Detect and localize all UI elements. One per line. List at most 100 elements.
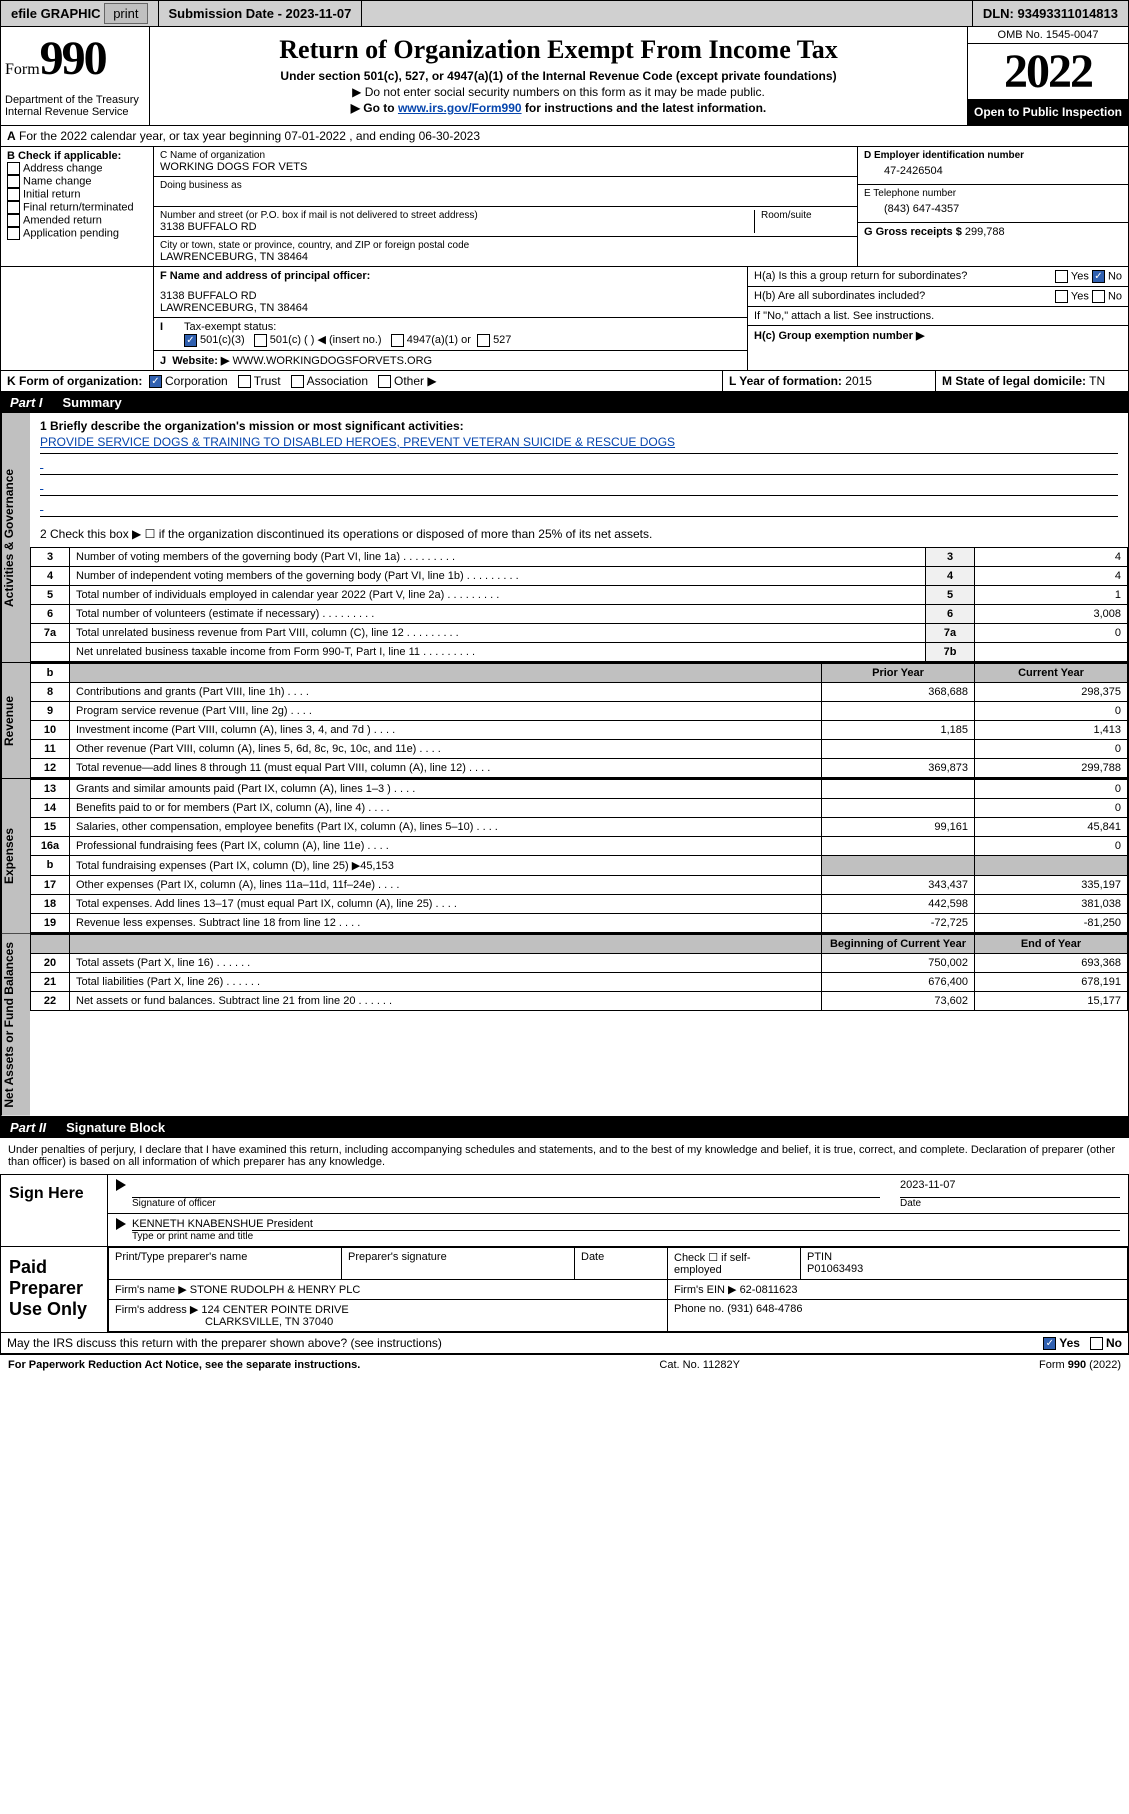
tab-netassets: Net Assets or Fund Balances — [1, 934, 30, 1116]
g-label: G Gross receipts $ — [864, 226, 962, 238]
e-label: E Telephone number — [864, 188, 1122, 199]
tax-year: 2022 — [968, 44, 1128, 99]
ha-yes[interactable] — [1055, 270, 1068, 283]
firm-ein: 62-0811623 — [740, 1284, 798, 1296]
ptin: P01063493 — [807, 1263, 863, 1275]
i-label: Tax-exempt status: — [184, 321, 276, 333]
sign-here-label: Sign Here — [1, 1175, 107, 1246]
signature-block: Sign Here Signature of officer 2023-11-0… — [0, 1175, 1129, 1333]
hb-no[interactable] — [1092, 290, 1105, 303]
mission-text: PROVIDE SERVICE DOGS & TRAINING TO DISAB… — [40, 433, 1118, 454]
subtitle-1: Under section 501(c), 527, or 4947(a)(1)… — [154, 69, 963, 83]
b-opt-address[interactable]: Address change — [7, 162, 147, 175]
omb-number: OMB No. 1545-0047 — [968, 27, 1128, 44]
b-opt-amended[interactable]: Amended return — [7, 214, 147, 227]
i-4947-check[interactable] — [391, 334, 404, 347]
d-label: D Employer identification number — [864, 150, 1122, 161]
tab-expenses: Expenses — [1, 779, 30, 933]
b-header: B Check if applicable: — [7, 150, 121, 162]
i-501c-check[interactable] — [254, 334, 267, 347]
telephone: (843) 647-4357 — [864, 199, 1122, 219]
section-governance: Activities & Governance 1 Briefly descri… — [0, 413, 1129, 663]
block-fh: F Name and address of principal officer:… — [0, 267, 1129, 371]
efile-label: efile GRAPHIC print — [1, 1, 159, 26]
form-title: Return of Organization Exempt From Incom… — [154, 35, 963, 65]
b-opt-initial[interactable]: Initial return — [7, 188, 147, 201]
dba-label: Doing business as — [160, 180, 851, 191]
city-label: City or town, state or province, country… — [160, 240, 851, 251]
line-2: 2 Check this box ▶ ☐ if the organization… — [40, 527, 1118, 541]
k-trust[interactable] — [238, 375, 251, 388]
state-domicile: TN — [1089, 374, 1105, 388]
firm-addr2: CLARKSVILLE, TN 37040 — [205, 1316, 333, 1328]
tab-revenue: Revenue — [1, 663, 30, 778]
expenses-table: 13Grants and similar amounts paid (Part … — [30, 779, 1128, 933]
preparer-table: Print/Type preparer's name Preparer's si… — [108, 1247, 1128, 1332]
city-state-zip: LAWRENCEBURG, TN 38464 — [160, 251, 851, 263]
ha-question: H(a) Is this a group return for subordin… — [754, 270, 1055, 283]
discuss-row: May the IRS discuss this return with the… — [0, 1333, 1129, 1354]
ein: 47-2426504 — [864, 161, 1122, 181]
part-ii-intro: Under penalties of perjury, I declare th… — [0, 1138, 1129, 1175]
department-line: Department of the Treasury Internal Reve… — [5, 86, 145, 118]
hb-question: H(b) Are all subordinates included? — [754, 290, 1055, 303]
date-label: Date — [900, 1198, 1120, 1209]
officer-addr2: LAWRENCEBURG, TN 38464 — [160, 302, 741, 314]
b-opt-pending[interactable]: Application pending — [7, 227, 147, 240]
k-other[interactable] — [378, 375, 391, 388]
street-address: 3138 BUFFALO RD — [160, 221, 754, 233]
footer-left: For Paperwork Reduction Act Notice, see … — [8, 1359, 360, 1371]
form-header: Form990 Department of the Treasury Inter… — [0, 27, 1129, 126]
netassets-table: Beginning of Current YearEnd of Year20To… — [30, 934, 1128, 1011]
paid-preparer-label: Paid Preparer Use Only — [1, 1247, 107, 1332]
f-label: F Name and address of principal officer: — [160, 270, 741, 282]
irs-link[interactable]: www.irs.gov/Form990 — [398, 101, 522, 115]
section-expenses: Expenses 13Grants and similar amounts pa… — [0, 779, 1129, 934]
sig-officer-label: Signature of officer — [132, 1198, 880, 1209]
gross-receipts: 299,788 — [965, 226, 1005, 238]
subtitle-2: ▶ Do not enter social security numbers o… — [154, 85, 963, 99]
hc-line: H(c) Group exemption number ▶ — [748, 326, 1128, 345]
org-name: WORKING DOGS FOR VETS — [160, 161, 851, 173]
block-bcdeg: B Check if applicable: Address change Na… — [0, 147, 1129, 267]
dln: DLN: 93493311014813 — [972, 1, 1128, 26]
m-label: M State of legal domicile: — [942, 374, 1086, 388]
top-bar: efile GRAPHIC print Submission Date - 20… — [0, 0, 1129, 27]
pointer-icon — [116, 1218, 126, 1230]
hb-note: If "No," attach a list. See instructions… — [748, 307, 1128, 326]
footer: For Paperwork Reduction Act Notice, see … — [0, 1354, 1129, 1375]
footer-right: Form 990 (2022) — [1039, 1359, 1121, 1371]
part-i-header: Part ISummary — [0, 392, 1129, 413]
block-klm: K Form of organization: Corporation Trus… — [0, 371, 1129, 392]
discuss-yes[interactable] — [1043, 1337, 1056, 1350]
officer-addr1: 3138 BUFFALO RD — [160, 290, 741, 302]
part-ii-header: Part IISignature Block — [0, 1117, 1129, 1138]
tab-governance: Activities & Governance — [1, 413, 30, 662]
i-527-check[interactable] — [477, 334, 490, 347]
i-501c3-check[interactable] — [184, 334, 197, 347]
footer-mid: Cat. No. 11282Y — [659, 1359, 740, 1371]
c-label: C Name of organization — [160, 150, 851, 161]
section-revenue: Revenue bPrior YearCurrent Year8Contribu… — [0, 663, 1129, 779]
ha-no[interactable] — [1092, 270, 1105, 283]
subtitle-3: ▶ Go to www.irs.gov/Form990 for instruct… — [154, 101, 963, 115]
section-netassets: Net Assets or Fund Balances Beginning of… — [0, 934, 1129, 1117]
sign-date: 2023-11-07 — [900, 1179, 1120, 1198]
b-opt-final[interactable]: Final return/terminated — [7, 201, 147, 214]
year-formation: 2015 — [845, 374, 872, 388]
k-label: K Form of organization: — [7, 374, 142, 388]
governance-table: 3Number of voting members of the governi… — [30, 547, 1128, 662]
b-opt-name[interactable]: Name change — [7, 175, 147, 188]
hb-yes[interactable] — [1055, 290, 1068, 303]
firm-phone: (931) 648-4786 — [727, 1303, 802, 1315]
addr-label: Number and street (or P.O. box if mail i… — [160, 210, 754, 221]
room-label: Room/suite — [761, 210, 851, 221]
discuss-no[interactable] — [1090, 1337, 1103, 1350]
name-label: Type or print name and title — [132, 1231, 1120, 1242]
k-corp[interactable] — [149, 375, 162, 388]
k-assoc[interactable] — [291, 375, 304, 388]
firm-name: STONE RUDOLPH & HENRY PLC — [190, 1284, 361, 1296]
officer-name: KENNETH KNABENSHUE President — [132, 1218, 1120, 1231]
print-button[interactable]: print — [104, 3, 147, 24]
mission-question: 1 Briefly describe the organization's mi… — [40, 419, 1118, 433]
